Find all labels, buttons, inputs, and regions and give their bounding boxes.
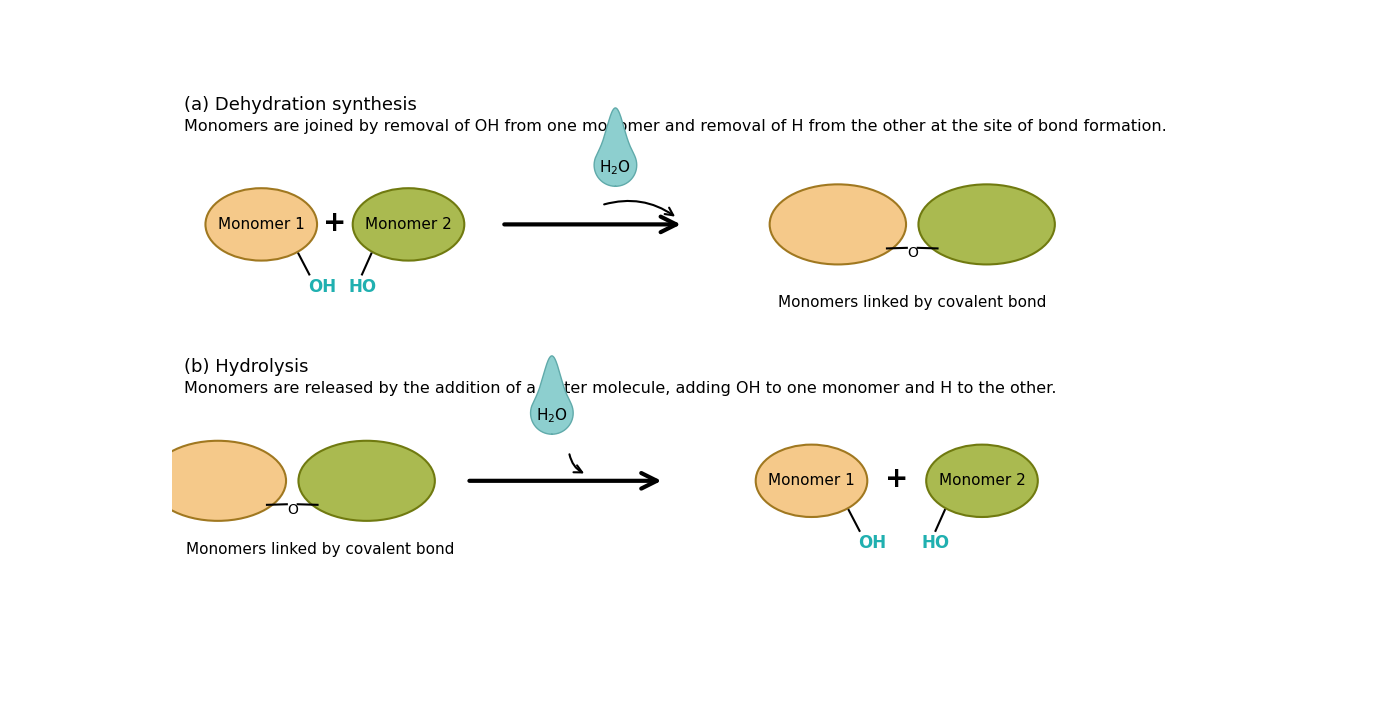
Polygon shape [530, 356, 573, 434]
Text: H$_2$O: H$_2$O [599, 158, 632, 177]
Text: +: + [885, 465, 909, 493]
Ellipse shape [150, 440, 286, 521]
Text: Monomers linked by covalent bond: Monomers linked by covalent bond [778, 295, 1047, 310]
Ellipse shape [353, 188, 464, 260]
Text: O: O [907, 246, 917, 260]
Text: Monomers are released by the addition of a water molecule, adding OH to one mono: Monomers are released by the addition of… [183, 380, 1056, 395]
Text: (a) Dehydration synthesis: (a) Dehydration synthesis [183, 96, 417, 114]
Text: HO: HO [348, 277, 376, 295]
Text: Monomer 1: Monomer 1 [218, 217, 304, 232]
Text: +: + [324, 209, 347, 237]
Text: Monomer 1: Monomer 1 [768, 473, 855, 488]
Text: HO: HO [921, 534, 950, 552]
Polygon shape [593, 108, 636, 187]
Text: Monomers linked by covalent bond: Monomers linked by covalent bond [186, 543, 454, 558]
Ellipse shape [770, 184, 906, 265]
Text: O: O [286, 503, 297, 517]
Ellipse shape [299, 440, 435, 521]
Text: H$_2$O: H$_2$O [536, 406, 567, 425]
Text: Monomer 2: Monomer 2 [365, 217, 452, 232]
Text: Monomer 2: Monomer 2 [939, 473, 1026, 488]
Text: OH: OH [307, 277, 336, 295]
Ellipse shape [756, 445, 868, 517]
Ellipse shape [205, 188, 317, 260]
Ellipse shape [918, 184, 1055, 265]
Text: (b) Hydrolysis: (b) Hydrolysis [183, 358, 308, 375]
Ellipse shape [927, 445, 1038, 517]
Text: Monomers are joined by removal of OH from one monomer and removal of H from the : Monomers are joined by removal of OH fro… [183, 119, 1166, 134]
Text: OH: OH [858, 534, 887, 552]
